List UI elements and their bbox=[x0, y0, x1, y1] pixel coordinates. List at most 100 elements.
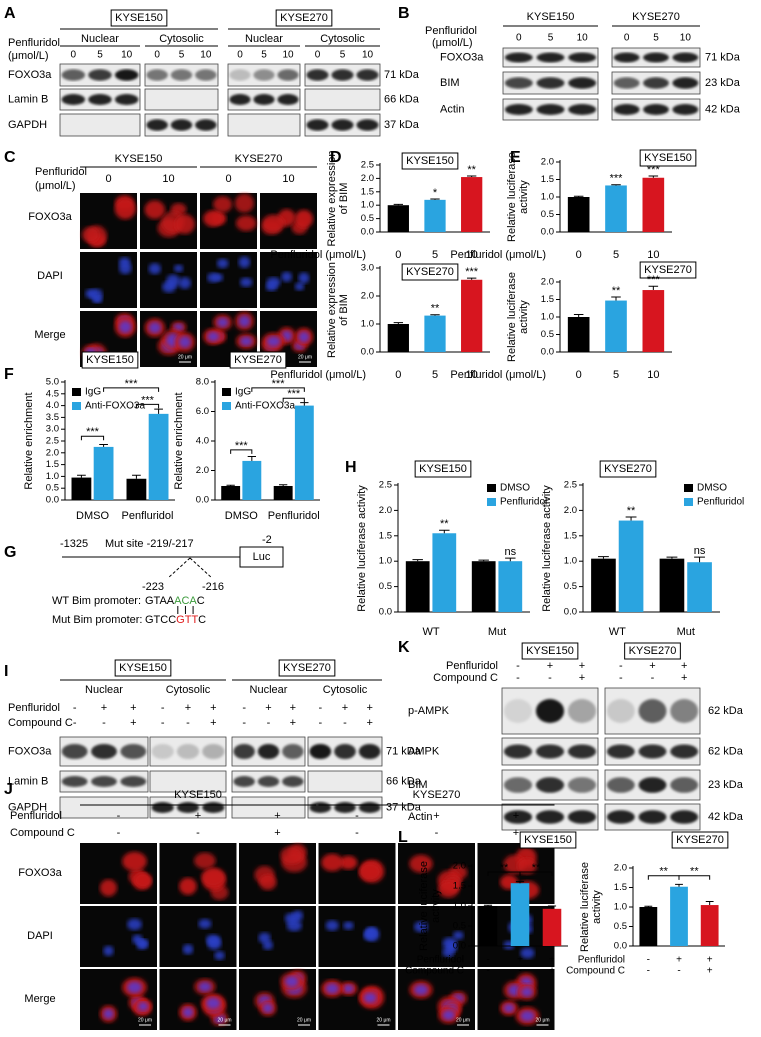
legend-swatch bbox=[487, 484, 496, 492]
nucleus-stain bbox=[442, 1010, 455, 1021]
y-tick-label: 2.0 bbox=[541, 157, 554, 168]
nucleus-stain bbox=[238, 256, 251, 268]
x-tick-label: 0 bbox=[576, 369, 582, 381]
blot-band bbox=[638, 699, 667, 723]
label-box bbox=[114, 659, 172, 677]
x-tick-label: 10 bbox=[647, 369, 659, 381]
error-bar bbox=[279, 484, 288, 486]
cell-line-label: KYSE150 bbox=[115, 12, 163, 24]
label-box bbox=[414, 460, 472, 478]
y-axis-label: Relative luciferase bbox=[506, 272, 518, 362]
y-tick-label: 6.0 bbox=[196, 406, 209, 417]
cell-stain bbox=[235, 215, 257, 232]
y-tick-label: 1.0 bbox=[453, 901, 466, 912]
bar bbox=[642, 290, 665, 352]
nucleus-stain bbox=[137, 1001, 149, 1011]
y-axis-label: Relative expression bbox=[326, 151, 338, 247]
y-tick-label: 2.0 bbox=[541, 277, 554, 288]
significance-label: ** bbox=[612, 285, 621, 297]
nucleus-stain bbox=[325, 920, 339, 931]
legend-swatch bbox=[72, 388, 81, 396]
y-tick-label: 1.0 bbox=[379, 556, 392, 567]
dose-label: 0 bbox=[315, 50, 321, 61]
legend-label: DMSO bbox=[697, 483, 727, 494]
sign-label: - bbox=[355, 810, 359, 822]
blot-band bbox=[282, 743, 304, 760]
blot-band bbox=[114, 69, 139, 81]
blot-band bbox=[176, 743, 200, 760]
significance-bracket bbox=[282, 397, 305, 403]
micrograph bbox=[159, 906, 237, 967]
significance-label: *** bbox=[647, 164, 661, 176]
y-tick-label: 0.0 bbox=[196, 495, 209, 506]
nucleus-stain bbox=[182, 1007, 194, 1018]
scale-label: 20 μm bbox=[298, 354, 312, 360]
panel-label: C bbox=[4, 149, 16, 166]
nucleus-stain bbox=[238, 315, 251, 327]
error-bar bbox=[430, 314, 440, 316]
nucleus-stain bbox=[503, 1003, 515, 1013]
significance-bracket bbox=[103, 387, 160, 392]
x-axis-label: Penfluridol (μmol/L) bbox=[270, 369, 366, 381]
promoter-label: WT Bim promoter: bbox=[52, 595, 141, 607]
cell-stain bbox=[234, 193, 255, 213]
y-axis-label: Relative luciferase bbox=[418, 861, 430, 951]
size-label: 37 kDa bbox=[386, 801, 422, 813]
x-tick-label: 5 bbox=[613, 369, 619, 381]
y-tick-label: 0.0 bbox=[46, 495, 59, 506]
bar bbox=[510, 883, 530, 946]
row-label: BIM bbox=[440, 77, 460, 89]
reporter-box bbox=[239, 546, 284, 568]
cell-stain bbox=[201, 867, 225, 887]
bar bbox=[273, 485, 293, 500]
significance-label: *** bbox=[272, 378, 286, 390]
y-tick-label: 4.0 bbox=[196, 436, 209, 447]
y-tick-label: 0.5 bbox=[453, 921, 466, 932]
row-label: BIM bbox=[408, 779, 428, 791]
blot-band bbox=[503, 699, 533, 723]
blot-band bbox=[358, 743, 381, 760]
significance-label: *** bbox=[287, 388, 301, 400]
fraction-label: Nuclear bbox=[81, 33, 119, 45]
cell-line-label: KYSE150 bbox=[527, 11, 575, 23]
blot-band bbox=[277, 94, 299, 105]
error-bar bbox=[573, 314, 584, 317]
blot-band bbox=[638, 744, 667, 759]
x-tick-label: WT bbox=[422, 626, 439, 638]
label-box bbox=[401, 152, 459, 170]
nucleus-stain bbox=[325, 983, 339, 994]
sign-label: + bbox=[366, 717, 372, 729]
reporter-label: Luc bbox=[253, 551, 271, 563]
nucleus-stain bbox=[166, 274, 180, 288]
y-tick-label: 1.5 bbox=[614, 882, 627, 893]
sign-label: - bbox=[516, 660, 520, 672]
blot-band bbox=[229, 94, 251, 105]
bar bbox=[567, 197, 590, 232]
sequence-part: GTT bbox=[176, 614, 198, 626]
error-bar bbox=[675, 883, 683, 887]
sign-label: - bbox=[267, 717, 271, 729]
micrograph bbox=[318, 906, 396, 967]
y-tick-label: 1.0 bbox=[46, 471, 59, 482]
row-label: Actin bbox=[408, 811, 432, 823]
y-tick-label: 2.0 bbox=[564, 505, 577, 516]
blot-band bbox=[331, 119, 354, 131]
blot-band bbox=[195, 69, 217, 81]
x-tick-label: 0 bbox=[395, 369, 401, 381]
error-bar bbox=[300, 402, 309, 406]
blot-band bbox=[638, 810, 667, 824]
nucleus-stain bbox=[281, 271, 293, 282]
treatment-label: Compound C bbox=[566, 966, 625, 977]
blot-strip bbox=[227, 113, 301, 137]
nucleus-stain bbox=[298, 331, 310, 343]
label-box bbox=[599, 460, 657, 478]
x-tick-label: Penfluridol bbox=[122, 510, 174, 522]
error-bar bbox=[705, 901, 714, 906]
blot-strip bbox=[304, 88, 381, 111]
y-axis-label: of BIM bbox=[338, 294, 350, 326]
row-label: Actin bbox=[440, 103, 464, 115]
blot-band bbox=[606, 810, 635, 824]
sign-label: - bbox=[647, 966, 650, 977]
significance-label: *** bbox=[125, 378, 139, 390]
